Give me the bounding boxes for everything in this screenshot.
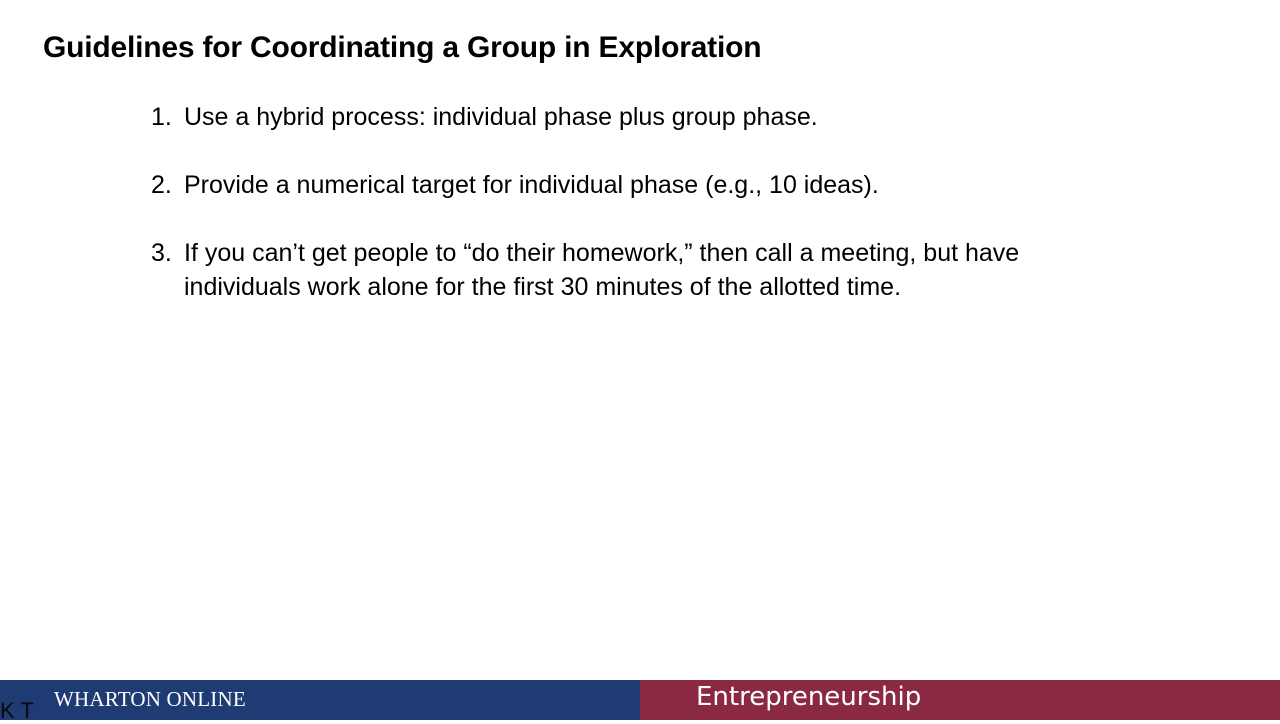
- guideline-text: Use a hybrid process: individual phase p…: [184, 103, 818, 131]
- brand-logo-text: WHARTON ONLINE: [54, 687, 246, 711]
- guideline-number: 1.: [151, 103, 172, 131]
- footer-left-band: WHARTON ONLINE: [0, 680, 640, 720]
- guideline-text: Provide a numerical target for individua…: [184, 171, 879, 199]
- guideline-item-2: 2. Provide a numerical target for indivi…: [151, 168, 1111, 202]
- guideline-number: 2.: [151, 171, 172, 199]
- guideline-number: 3.: [151, 239, 172, 267]
- footer-bar: WHARTON ONLINE Entrepreneurship: [0, 680, 1280, 720]
- course-title: Entrepreneurship: [696, 682, 922, 712]
- guideline-item-3: 3. If you can’t get people to “do their …: [151, 236, 1111, 304]
- slide-title: Guidelines for Coordinating a Group in E…: [43, 31, 762, 64]
- guideline-item-1: 1. Use a hybrid process: individual phas…: [151, 100, 1111, 134]
- footer-right-band: Entrepreneurship: [640, 680, 1280, 720]
- corner-mark: K T: [0, 698, 34, 723]
- guideline-list: 1. Use a hybrid process: individual phas…: [151, 100, 1111, 338]
- guideline-text: If you can’t get people to “do their hom…: [184, 239, 1020, 301]
